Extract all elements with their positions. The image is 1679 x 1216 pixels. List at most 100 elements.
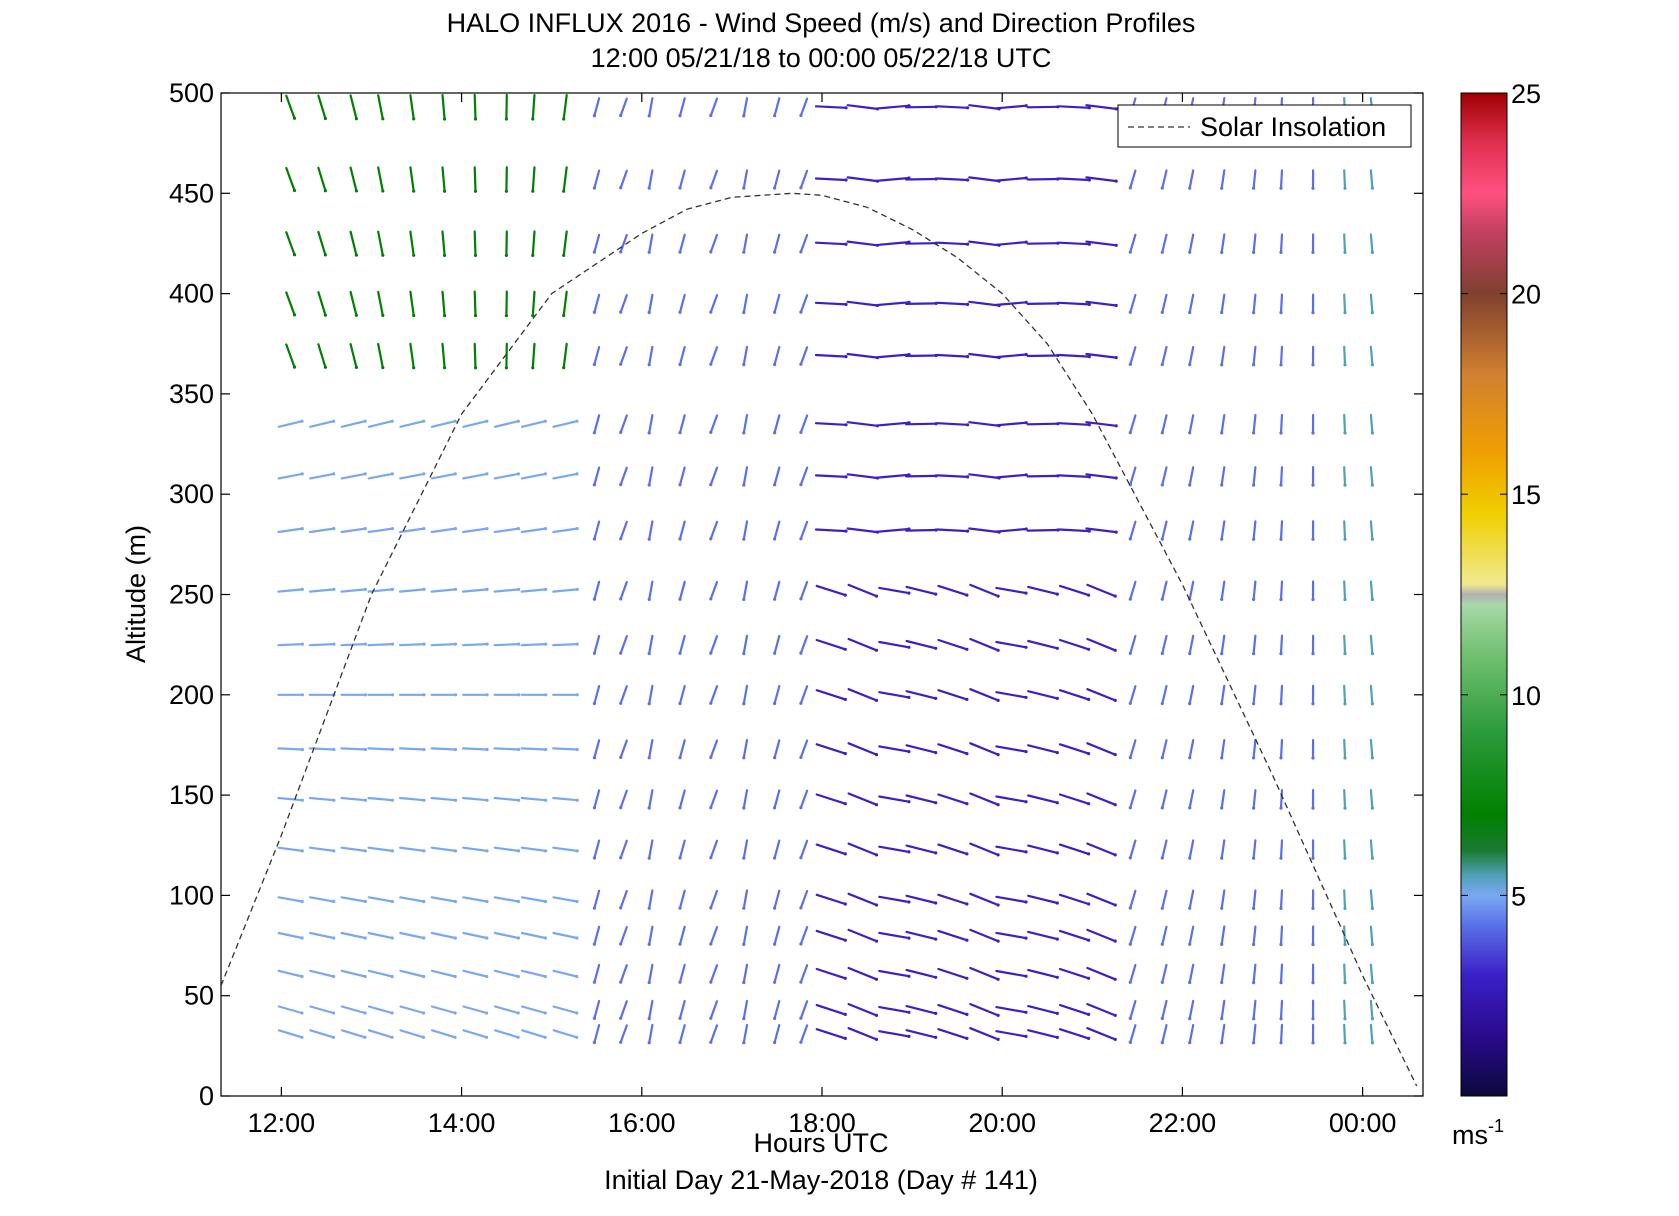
colorbar-tick-label: 15	[1511, 480, 1541, 510]
wind-barb	[1161, 739, 1168, 759]
wind-barb-head	[996, 1037, 1000, 1041]
wind-barb	[814, 301, 848, 306]
wind-barb	[995, 104, 1028, 110]
wind-barb-head	[592, 597, 597, 601]
wind-barb	[1343, 233, 1347, 254]
wind-barb	[815, 1003, 847, 1016]
wind-barb	[277, 846, 304, 853]
wind-barb-head	[966, 242, 970, 246]
wind-barb-head	[412, 313, 416, 318]
wind-barb-head	[966, 423, 970, 427]
wind-barb-head	[619, 906, 623, 910]
wind-barb	[814, 528, 848, 533]
wind-barb-head	[843, 752, 847, 756]
wind-barb-head	[1370, 1041, 1374, 1045]
wind-barb	[1343, 293, 1347, 314]
wind-barb	[1220, 345, 1226, 366]
wind-barb-head	[485, 849, 489, 853]
wind-barb	[1220, 634, 1226, 655]
wind-barb	[1252, 839, 1257, 860]
wind-barb	[399, 931, 425, 940]
wind-barb	[936, 105, 969, 109]
wind-barb-head	[1370, 537, 1374, 541]
wind-barb	[799, 889, 809, 910]
x-tick-label: 16:00	[608, 1108, 676, 1138]
chart-subtitle: 12:00 05/21/18 to 00:00 05/22/18 UTC	[591, 43, 1052, 73]
wind-barb-head	[473, 366, 478, 370]
wind-barb	[847, 928, 878, 943]
wind-barb-head	[363, 747, 367, 752]
wind-barb-head	[354, 117, 358, 121]
wind-barb-head	[1220, 1017, 1224, 1021]
wind-barb-head	[1160, 431, 1164, 435]
wind-barb-head	[619, 1040, 623, 1044]
wind-barb-head	[678, 980, 682, 984]
wind-barb	[367, 1005, 394, 1015]
wind-barb-head	[1311, 250, 1315, 254]
wind-barb-head	[453, 747, 458, 752]
wind-barb	[285, 166, 296, 192]
wind-barb-head	[592, 906, 597, 910]
wind-barb	[1086, 688, 1117, 702]
wind-barb-head	[1311, 906, 1315, 911]
wind-barb-head	[516, 849, 521, 853]
wind-barb-head	[965, 647, 969, 651]
wind-barb-head	[543, 974, 547, 979]
wind-barb-head	[1128, 362, 1132, 366]
wind-barb-head	[363, 849, 367, 853]
wind-barb-head	[799, 1016, 803, 1020]
wind-barb-head	[531, 253, 535, 257]
wind-barb	[1026, 354, 1059, 358]
wind-barb-head	[1024, 240, 1028, 244]
wind-barb-head	[1370, 186, 1374, 190]
wind-barb	[1252, 169, 1257, 190]
wind-barb	[619, 635, 628, 655]
wind-barb	[1220, 169, 1226, 190]
wind-barb	[814, 177, 848, 182]
wind-barb	[1129, 414, 1137, 434]
y-axis: 0 50 100 150 200 250 300 350 400 450 500	[169, 78, 1423, 1111]
wind-barb	[878, 931, 911, 940]
wind-barb	[773, 580, 781, 601]
wind-barb-head	[1055, 751, 1059, 755]
wind-barb	[473, 290, 477, 317]
wind-barb	[773, 520, 781, 541]
wind-barb	[462, 896, 488, 903]
wind-barb-head	[647, 702, 651, 706]
wind-barb-head	[1128, 310, 1132, 314]
wind-barb-head	[1252, 756, 1256, 760]
wind-barb-head	[773, 701, 777, 706]
x-tick-label: 20:00	[968, 1108, 1036, 1138]
wind-barb	[742, 634, 749, 655]
wind-barb	[1058, 689, 1090, 701]
wind-barb-head	[844, 355, 848, 359]
wind-barb-head	[966, 106, 970, 110]
wind-barb-head	[1024, 421, 1028, 425]
wind-barb	[552, 1029, 578, 1039]
wind-barb	[969, 583, 1000, 598]
wind-barb-head	[907, 900, 911, 904]
wind-barb-head	[363, 472, 367, 476]
wind-barb	[520, 796, 547, 802]
wind-barb-head	[647, 483, 651, 487]
wind-barb	[995, 969, 1028, 978]
wind-barb-head	[516, 419, 520, 423]
wind-barb	[799, 925, 809, 946]
wind-barb	[1279, 466, 1284, 487]
wind-barb-head	[1024, 1034, 1028, 1038]
wind-barb-head	[1220, 806, 1224, 810]
wind-barb	[349, 166, 358, 192]
wind-barb-head	[1113, 594, 1117, 598]
wind-barb	[562, 230, 568, 257]
wind-barb	[678, 1023, 686, 1044]
wind-barb	[562, 342, 568, 369]
wind-barb	[1129, 1024, 1137, 1044]
wind-barb	[462, 420, 488, 428]
wind-barb	[593, 789, 601, 809]
wind-barb	[742, 345, 749, 366]
wind-barb	[968, 300, 1001, 307]
wind-barb	[648, 999, 654, 1020]
wind-barb	[773, 739, 781, 759]
wind-barb-head	[1252, 483, 1256, 487]
wind-barb	[773, 97, 781, 117]
